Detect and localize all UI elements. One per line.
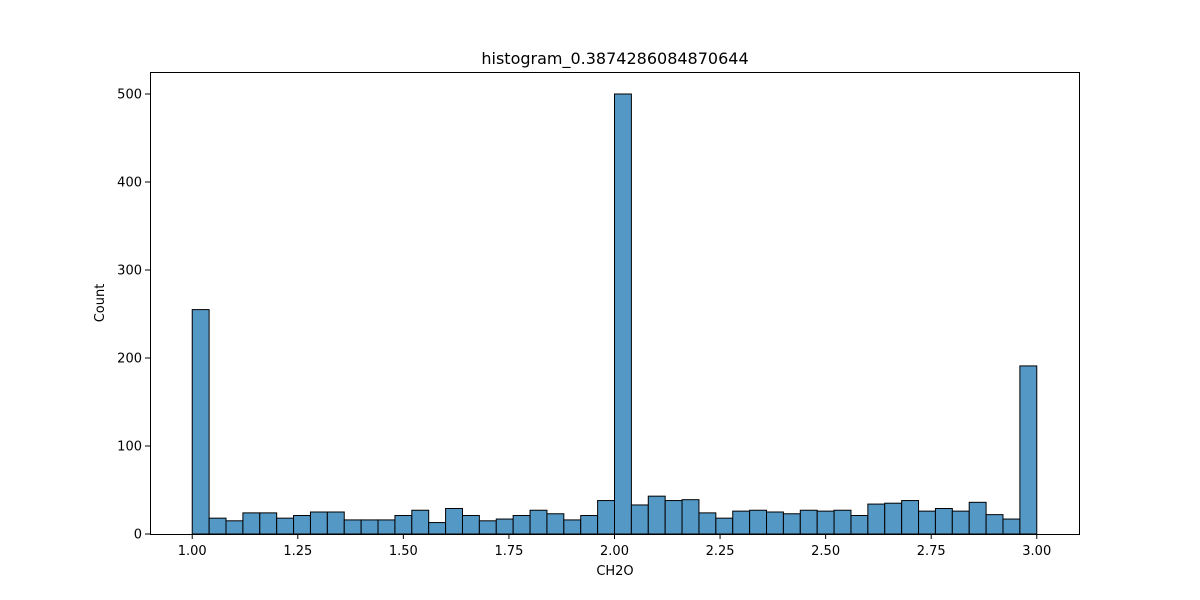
y-axis-ticks: 0 100 200 300 400 500 xyxy=(117,88,150,543)
x-tick-label: 1.75 xyxy=(494,544,523,559)
y-tick-label: 300 xyxy=(117,264,142,279)
histogram-bar xyxy=(749,509,768,535)
histogram-bar xyxy=(901,500,920,535)
histogram-bar xyxy=(782,513,801,535)
histogram-bar xyxy=(1002,518,1021,535)
histogram-bar xyxy=(681,499,700,535)
histogram-bar xyxy=(934,507,953,535)
histogram-bar xyxy=(242,512,261,535)
histogram-bar xyxy=(495,518,514,535)
histogram-bar xyxy=(850,515,869,535)
histogram-bar xyxy=(580,515,599,535)
x-axis-label: CH2O xyxy=(596,564,633,579)
histogram-bar xyxy=(951,510,970,535)
histogram-bar xyxy=(799,509,818,535)
histogram-bar xyxy=(225,520,244,535)
x-tick-label: 2.00 xyxy=(600,544,629,559)
x-tick-label: 1.25 xyxy=(283,544,312,559)
x-tick-label: 1.00 xyxy=(178,544,207,559)
x-tick-label: 2.50 xyxy=(811,544,840,559)
histogram-bar xyxy=(985,514,1004,535)
histogram-bar xyxy=(512,515,531,535)
histogram-bar xyxy=(1019,365,1038,535)
chart-title: histogram_0.3874286084870644 xyxy=(481,49,748,69)
histogram-bar xyxy=(529,509,548,535)
histogram-bar xyxy=(326,511,345,535)
histogram-bar xyxy=(968,501,987,535)
histogram-bar xyxy=(698,512,717,535)
y-tick-label: 200 xyxy=(117,352,142,367)
histogram-bar xyxy=(563,519,582,535)
histogram-bar xyxy=(614,93,632,535)
histogram-bar xyxy=(478,520,497,535)
y-tick-label: 500 xyxy=(117,88,142,103)
x-axis-ticks: 1.00 1.25 1.50 1.75 2.00 2.25 2.50 2.75 3.00 xyxy=(178,534,1051,559)
x-tick-label: 1.50 xyxy=(389,544,418,559)
histogram-bar xyxy=(766,511,784,535)
histogram-bar xyxy=(884,502,903,535)
histogram-bar xyxy=(918,510,936,535)
histogram-bar xyxy=(715,517,734,535)
histogram-bar xyxy=(411,509,430,535)
histogram-bar xyxy=(664,500,683,535)
histogram-bar xyxy=(259,512,278,535)
histogram-bar xyxy=(546,513,565,535)
histogram-bar xyxy=(360,519,379,535)
y-tick-label: 400 xyxy=(117,176,142,191)
histogram-bar xyxy=(867,503,886,535)
histogram-bar xyxy=(630,504,649,535)
histogram-bars xyxy=(191,93,1038,535)
histogram-bar xyxy=(343,519,362,535)
y-tick-label: 0 xyxy=(134,528,142,543)
histogram-bar xyxy=(833,509,852,535)
histogram-bar xyxy=(377,519,396,535)
x-tick-label: 2.25 xyxy=(706,544,735,559)
histogram-bar xyxy=(732,510,751,535)
histogram-bar xyxy=(191,309,210,535)
x-tick-label: 3.00 xyxy=(1022,544,1051,559)
histogram-bar xyxy=(816,510,835,535)
histogram-bar xyxy=(208,517,227,535)
histogram-bar xyxy=(428,522,447,535)
histogram-bar xyxy=(461,515,480,535)
histogram-bar xyxy=(445,507,463,535)
x-tick-label: 2.75 xyxy=(917,544,946,559)
y-axis-label: Count xyxy=(93,284,108,323)
histogram-bar xyxy=(309,511,328,535)
histogram-bar xyxy=(394,515,413,535)
y-tick-label: 100 xyxy=(117,440,142,455)
histogram-bar xyxy=(293,515,311,535)
histogram-bar xyxy=(647,495,666,535)
histogram-bar xyxy=(276,517,295,535)
histogram-bar xyxy=(597,500,615,535)
